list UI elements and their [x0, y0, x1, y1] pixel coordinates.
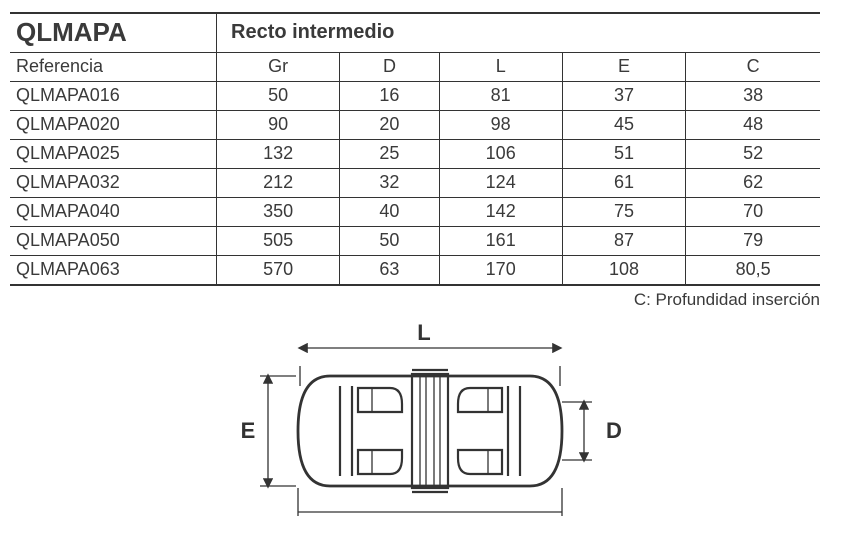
cell-d: 20: [340, 111, 439, 140]
dim-label-e: E: [241, 418, 256, 443]
cell-gr: 350: [217, 198, 340, 227]
col-header-ref: Referencia: [10, 53, 217, 82]
cell-gr: 212: [217, 169, 340, 198]
cell-c: 38: [686, 82, 820, 111]
clip-left: [340, 386, 402, 476]
table-row: QLMAPA020 90 20 98 45 48: [10, 111, 820, 140]
cell-gr: 90: [217, 111, 340, 140]
table-row: QLMAPA050 505 50 161 87 79: [10, 227, 820, 256]
cell-l: 142: [439, 198, 562, 227]
cell-c: 48: [686, 111, 820, 140]
col-header-c: C: [686, 53, 820, 82]
dim-label-l: L: [417, 320, 430, 345]
spec-table-body: QLMAPA016 50 16 81 37 38 QLMAPA020 90 20…: [10, 82, 820, 286]
cell-l: 106: [439, 140, 562, 169]
col-header-gr: Gr: [217, 53, 340, 82]
clip-right: [458, 386, 520, 476]
cell-l: 161: [439, 227, 562, 256]
cell-c: 70: [686, 198, 820, 227]
cell-l: 98: [439, 111, 562, 140]
cell-d: 63: [340, 256, 439, 286]
cell-l: 81: [439, 82, 562, 111]
cell-l: 124: [439, 169, 562, 198]
cell-gr: 505: [217, 227, 340, 256]
cell-d: 40: [340, 198, 439, 227]
product-code: QLMAPA: [10, 13, 217, 53]
cell-e: 108: [562, 256, 685, 286]
spec-table: QLMAPA Recto intermedio Referencia Gr D …: [10, 12, 820, 286]
cell-ref: QLMAPA040: [10, 198, 217, 227]
cell-gr: 132: [217, 140, 340, 169]
product-description: Recto intermedio: [217, 13, 821, 53]
cell-e: 37: [562, 82, 685, 111]
cell-ref: QLMAPA020: [10, 111, 217, 140]
table-row: QLMAPA063 570 63 170 108 80,5: [10, 256, 820, 286]
cell-d: 25: [340, 140, 439, 169]
dim-label-d: D: [606, 418, 622, 443]
cell-e: 45: [562, 111, 685, 140]
cell-ref: QLMAPA032: [10, 169, 217, 198]
col-header-d: D: [340, 53, 439, 82]
col-header-e: E: [562, 53, 685, 82]
cell-d: 50: [340, 227, 439, 256]
cell-c: 80,5: [686, 256, 820, 286]
cell-e: 51: [562, 140, 685, 169]
cell-e: 87: [562, 227, 685, 256]
footnote-text: C: Profundidad inserción: [10, 290, 820, 310]
cell-ref: QLMAPA050: [10, 227, 217, 256]
table-row: QLMAPA040 350 40 142 75 70: [10, 198, 820, 227]
cell-c: 79: [686, 227, 820, 256]
cell-ref: QLMAPA063: [10, 256, 217, 286]
cell-e: 61: [562, 169, 685, 198]
table-row: QLMAPA016 50 16 81 37 38: [10, 82, 820, 111]
cell-ref: QLMAPA025: [10, 140, 217, 169]
col-header-l: L: [439, 53, 562, 82]
cell-gr: 50: [217, 82, 340, 111]
cell-l: 170: [439, 256, 562, 286]
cell-e: 75: [562, 198, 685, 227]
cell-c: 52: [686, 140, 820, 169]
cell-gr: 570: [217, 256, 340, 286]
cell-d: 16: [340, 82, 439, 111]
cell-c: 62: [686, 169, 820, 198]
cell-ref: QLMAPA016: [10, 82, 217, 111]
table-row: QLMAPA025 132 25 106 51 52: [10, 140, 820, 169]
cell-d: 32: [340, 169, 439, 198]
table-row: QLMAPA032 212 32 124 61 62: [10, 169, 820, 198]
coupling-diagram: L: [190, 316, 640, 536]
